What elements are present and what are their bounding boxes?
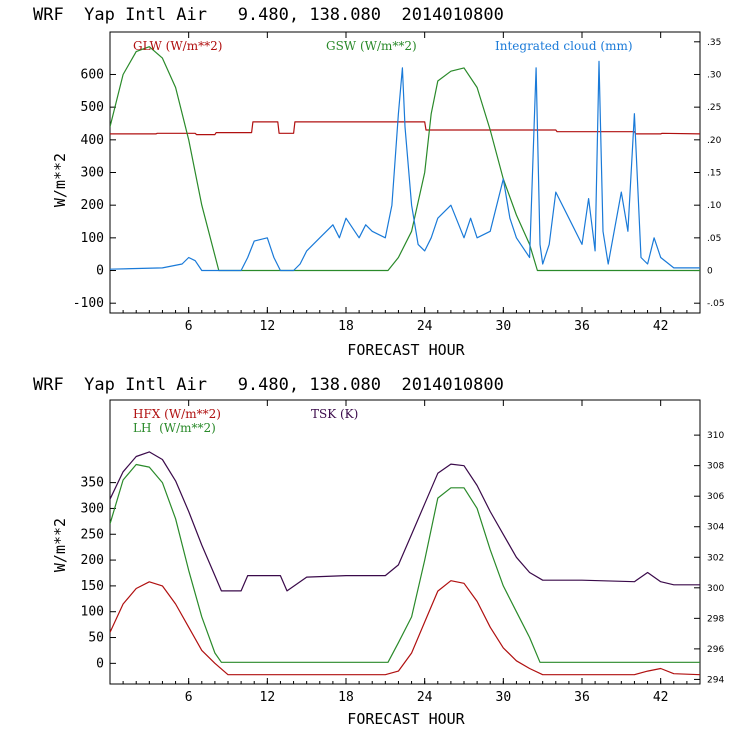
y2-tick-label: 310 <box>707 431 724 441</box>
panel-2-y-axis-label: W/m**2 <box>51 518 69 572</box>
y2-tick-label: 302 <box>707 553 724 563</box>
y-tick-label: 300 <box>81 166 104 181</box>
x-tick-label: 42 <box>653 690 669 705</box>
y2-tick-label: 296 <box>707 645 724 655</box>
y-tick-label: 150 <box>81 579 104 594</box>
chart-panel-2: 6 12 18 24 30 36 42 0 50 100 150 200 250 300 350 294 296… <box>81 399 724 705</box>
series-line-gsw <box>110 46 700 272</box>
y-tick-label: 0 <box>96 656 104 671</box>
plot-frame <box>109 399 701 685</box>
y2-tick-label: 308 <box>707 462 724 472</box>
x-tick-label: 18 <box>338 319 354 334</box>
y-tick-label: 500 <box>81 100 104 115</box>
y-tick-label: 50 <box>88 631 104 646</box>
y2-tick-label: .15 <box>707 169 721 179</box>
x-tick-label: 18 <box>338 690 354 705</box>
panel-2-title: WRF Yap Intl Air 9.480, 138.080 20140108… <box>33 375 504 395</box>
y-tick-label: 400 <box>81 133 104 148</box>
y2-tick-label: .25 <box>707 103 721 113</box>
y2-tick-label: 0 <box>707 267 713 277</box>
y2-tick-label: 300 <box>707 584 724 594</box>
x-tick-label: 6 <box>185 690 193 705</box>
y-tick-label: 100 <box>81 231 104 246</box>
y2-tick-label: .05 <box>707 234 721 244</box>
y-tick-label: -100 <box>73 296 104 311</box>
legend-glw: GLW (W/m**2) <box>133 39 222 53</box>
legend-hfx: HFX (W/m**2) <box>133 407 221 421</box>
legend-lh: LH (W/m**2) <box>133 421 216 435</box>
y2-tick-label: -.05 <box>707 299 725 309</box>
y2-tick-label: .10 <box>707 201 722 211</box>
y-tick-label: 200 <box>81 553 104 568</box>
y2-tick-label: 306 <box>707 492 724 502</box>
y2-tick-label: .30 <box>707 70 722 80</box>
x-tick-label: 30 <box>496 690 512 705</box>
panel-1-x-axis-label: FORECAST HOUR <box>347 341 465 359</box>
panel-2-x-axis-label: FORECAST HOUR <box>347 710 465 728</box>
x-tick-label: 36 <box>574 690 590 705</box>
x-tick-label: 24 <box>417 319 433 334</box>
x-tick-label: 30 <box>496 319 512 334</box>
x-tick-label: 12 <box>260 690 276 705</box>
y-tick-label: 600 <box>81 67 104 82</box>
y2-tick-label: 294 <box>707 675 724 685</box>
series-line-hfx <box>110 580 700 676</box>
series-line-tsk <box>110 451 700 592</box>
panel-1-y-axis-label: W/m**2 <box>51 153 69 207</box>
legend-gsw: GSW (W/m**2) <box>326 39 417 53</box>
y-tick-label: 200 <box>81 198 104 213</box>
y-tick-label: 100 <box>81 605 104 620</box>
y2-tick-label: 298 <box>707 614 724 624</box>
y-tick-label: 350 <box>81 476 104 491</box>
y-tick-label: 0 <box>96 264 104 279</box>
x-tick-label: 12 <box>260 319 276 334</box>
y-tick-label: 250 <box>81 527 104 542</box>
x-tick-label: 6 <box>185 319 193 334</box>
legend-tsk: TSK (K) <box>311 407 358 421</box>
y2-tick-label: .35 <box>707 38 721 48</box>
panel-1-title: WRF Yap Intl Air 9.480, 138.080 20140108… <box>33 5 504 25</box>
y-tick-label: 300 <box>81 501 104 516</box>
chart-panel-1: 6 12 18 24 30 36 42 -100 0 100 200 300 400 500 600 -.05… <box>73 31 725 334</box>
y2-tick-label: .20 <box>707 136 722 146</box>
series-line-integrated <box>110 60 700 272</box>
y2-tick-label: 304 <box>707 523 724 533</box>
x-tick-label: 36 <box>574 319 590 334</box>
x-tick-label: 42 <box>653 319 669 334</box>
series-line-lh <box>110 463 700 663</box>
legend-integrated-cloud: Integrated cloud (mm) <box>495 39 633 53</box>
x-tick-label: 24 <box>417 690 433 705</box>
